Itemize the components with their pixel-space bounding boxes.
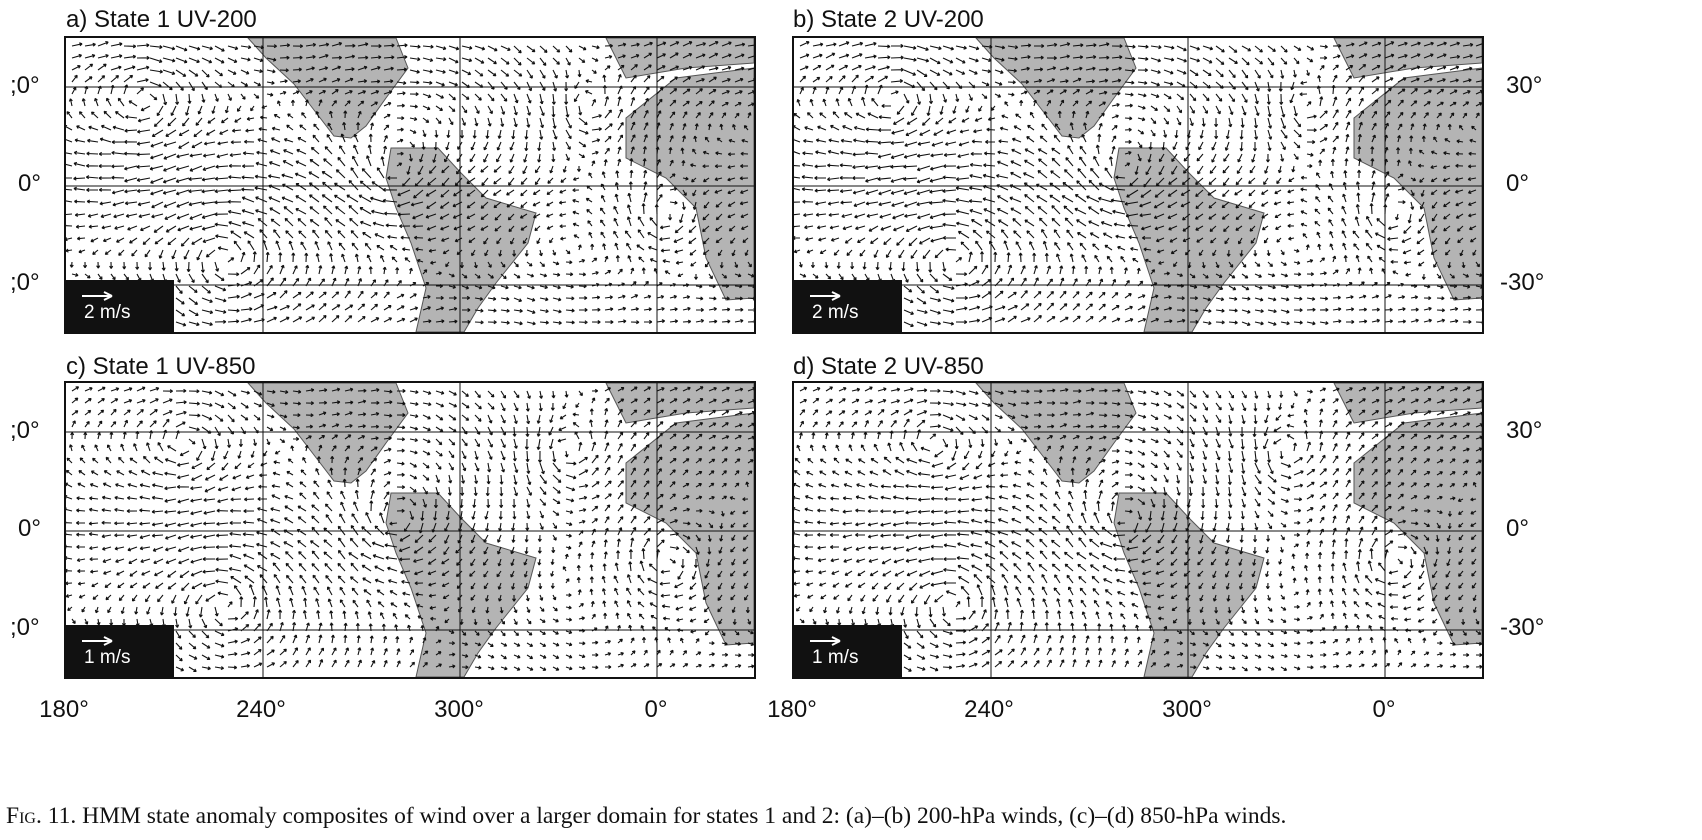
caption-text: HMM state anomaly composites of wind ove… — [76, 803, 1287, 829]
landmass-shape — [1333, 383, 1482, 424]
landmass-shape — [1113, 147, 1265, 332]
panel-c-wind-vectors — [66, 383, 754, 677]
panel-b-scale-legend: 2 m/s — [794, 280, 902, 332]
lat-label-right-d-0: 0° — [1506, 515, 1529, 542]
landmass-shape — [1333, 38, 1482, 79]
lon-label-left-300: 300° — [434, 696, 484, 723]
lat-label-left-a-m30: ;0° — [10, 269, 40, 296]
panel-d-scale-legend: 1 m/s — [794, 625, 902, 677]
panel-a-scale-legend: 2 m/s — [66, 280, 174, 332]
landmass-shape — [975, 383, 1137, 484]
landmass-shape — [1353, 412, 1482, 646]
panel-a-map: 2 m/s — [64, 36, 756, 334]
wind-vector-field — [794, 40, 1482, 328]
lat-label-left-a-0: 0° — [18, 170, 41, 197]
panel-c-scale-label: 1 m/s — [84, 647, 131, 668]
panel-d-scale-label: 1 m/s — [812, 647, 859, 668]
panel-a-wind-vectors — [66, 38, 754, 332]
lon-label-right-0: 0° — [1372, 696, 1396, 723]
panel-c-map: 1 m/s — [64, 381, 756, 679]
landmass-shape — [605, 383, 754, 424]
panel-b-title: b) State 2 UV-200 — [793, 6, 984, 33]
lat-label-right-b-30: 30° — [1506, 72, 1543, 99]
lon-label-right-240: 240° — [964, 696, 1014, 723]
panel-d-map: 1 m/s — [792, 381, 1484, 679]
lat-label-left-a-30: ;0° — [10, 72, 40, 99]
landmass-shape — [625, 412, 754, 646]
panel-d-title: d) State 2 UV-850 — [793, 353, 984, 380]
panel-c-title: c) State 1 UV-850 — [66, 353, 256, 380]
lat-label-right-d-30: 30° — [1506, 417, 1543, 444]
landmass-shape — [605, 38, 754, 79]
lon-label-left-180: 180° — [39, 696, 89, 723]
lat-label-left-c-0: 0° — [18, 515, 41, 542]
lon-label-left-0: 0° — [644, 696, 668, 723]
panel-d-wind-vectors — [794, 383, 1482, 677]
panel-b-wind-vectors — [794, 38, 1482, 332]
landmass-shape — [247, 383, 409, 484]
lon-label-left-240: 240° — [236, 696, 286, 723]
lon-label-right-180: 180° — [767, 696, 817, 723]
caption-figure-number: Fig. 11. — [6, 803, 77, 829]
lat-label-left-c-m30: ;0° — [10, 614, 40, 641]
lat-label-left-c-30: ;0° — [10, 417, 40, 444]
figure-11: a) State 1 UV-200 b) State 2 UV-200 c) S… — [10, 6, 1545, 723]
landmass-shape — [247, 38, 409, 139]
panel-b-scale-label: 2 m/s — [812, 302, 859, 323]
figure-caption: Fig. 11. HMM state anomaly composites of… — [6, 802, 1698, 830]
panel-b-map: 2 m/s — [792, 36, 1484, 334]
scale-arrow-icon — [810, 636, 841, 646]
panel-a-title: a) State 1 UV-200 — [66, 6, 257, 33]
lat-label-right-d-m30: -30° — [1500, 614, 1545, 641]
lat-label-right-b-m30: -30° — [1500, 269, 1545, 296]
landmass-shape — [975, 38, 1137, 139]
panel-a-scale-label: 2 m/s — [84, 302, 131, 323]
landmass-shape — [1113, 492, 1265, 677]
wind-vector-field — [794, 385, 1482, 673]
panel-c-scale-legend: 1 m/s — [66, 625, 174, 677]
lon-label-right-300: 300° — [1162, 696, 1212, 723]
wind-vector-field — [66, 386, 754, 673]
scale-arrow-icon — [82, 636, 113, 646]
scale-arrow-icon — [82, 291, 113, 301]
lat-label-right-b-0: 0° — [1506, 170, 1529, 197]
scale-arrow-icon — [810, 291, 841, 301]
